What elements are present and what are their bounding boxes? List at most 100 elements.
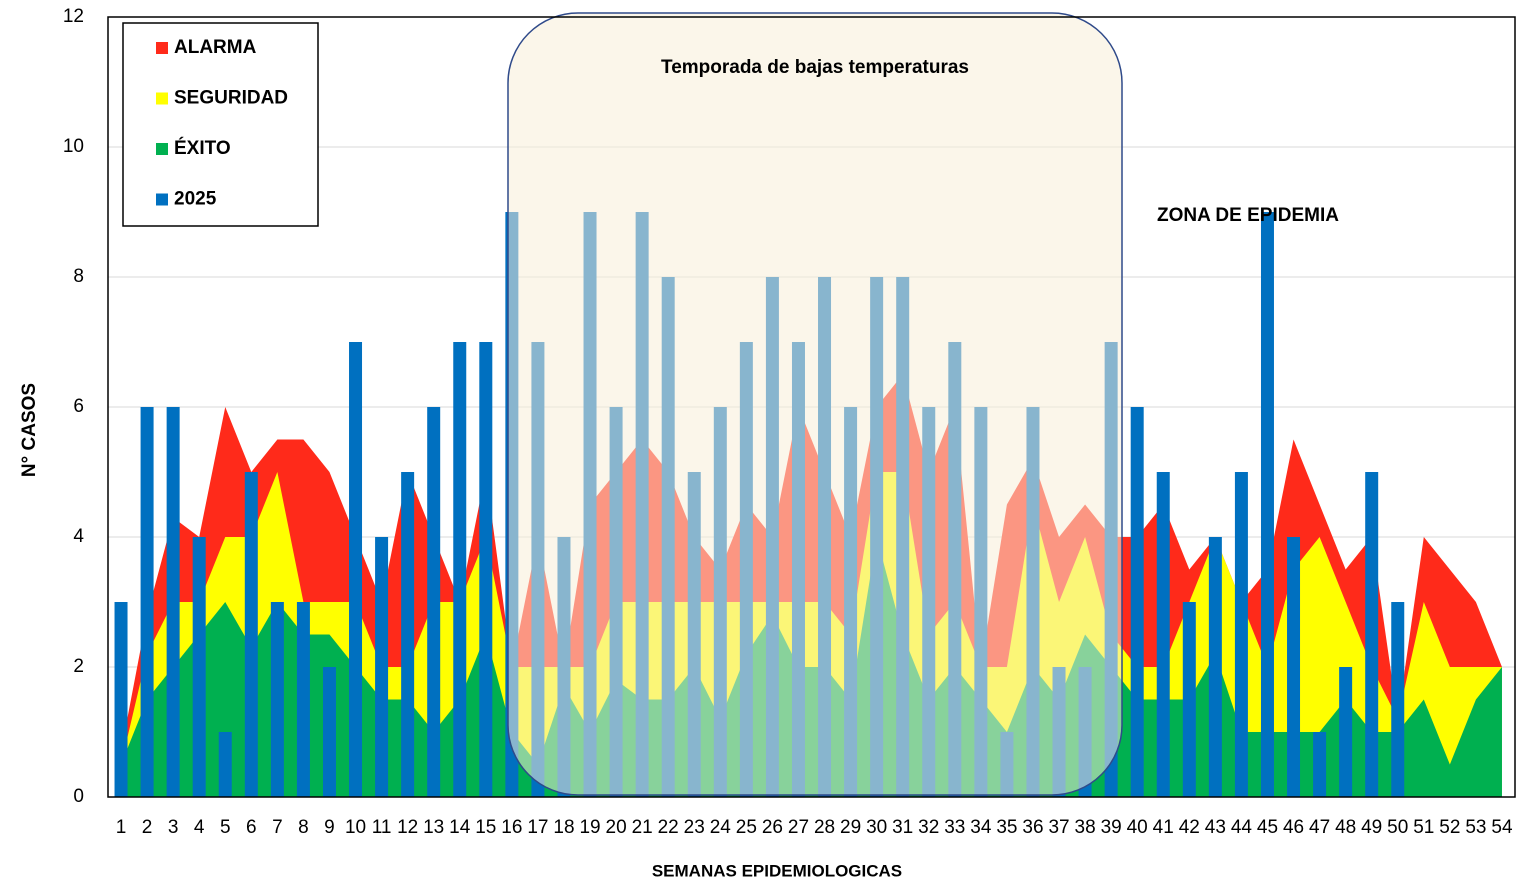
- bar: [296, 602, 310, 797]
- bar: [1234, 472, 1248, 797]
- y-axis-label: N° CASOS: [19, 383, 40, 477]
- x-tick-label: 37: [1048, 817, 1069, 838]
- x-tick-label: 35: [996, 817, 1017, 838]
- x-tick-label: 20: [606, 817, 627, 838]
- season-box: [507, 12, 1123, 796]
- x-tick-label: 18: [553, 817, 574, 838]
- x-tick-label: 34: [970, 817, 992, 838]
- x-tick-label: 54: [1491, 817, 1513, 838]
- x-tick-label: 15: [475, 817, 496, 838]
- x-tick-label: 51: [1413, 817, 1434, 838]
- bar: [401, 472, 415, 797]
- x-tick-label: 50: [1387, 817, 1408, 838]
- bar: [375, 537, 389, 797]
- x-tick-label: 7: [272, 817, 283, 838]
- x-tick-label: 23: [684, 817, 705, 838]
- bar: [218, 732, 232, 797]
- y-tick-label: 12: [63, 6, 84, 27]
- x-tick-label: 32: [918, 817, 939, 838]
- x-tick-label: 47: [1309, 817, 1330, 838]
- bar: [1365, 472, 1379, 797]
- x-tick-label: 25: [736, 817, 757, 838]
- plot-border: [107, 16, 1516, 798]
- legend-swatch: [156, 143, 168, 155]
- x-tick-label: 17: [527, 817, 548, 838]
- x-tick-label: 40: [1127, 817, 1148, 838]
- bar: [322, 667, 336, 797]
- x-tick-label: 6: [246, 817, 257, 838]
- x-tick-label: 22: [658, 817, 679, 838]
- bar: [166, 407, 180, 797]
- legend-swatch: [156, 42, 168, 54]
- bar: [244, 472, 258, 797]
- x-tick-label: 52: [1439, 817, 1460, 838]
- x-tick-label: 4: [194, 817, 205, 838]
- bar: [1130, 407, 1144, 797]
- y-tick-label: 4: [73, 526, 84, 547]
- legend-swatch: [156, 193, 168, 206]
- x-tick-label: 3: [168, 817, 179, 838]
- bar: [1182, 602, 1196, 797]
- epidemic-label: ZONA DE EPIDEMIA: [1157, 205, 1339, 226]
- x-tick-label: 30: [866, 817, 887, 838]
- bar: [270, 602, 284, 797]
- x-tick-label: 26: [762, 817, 783, 838]
- x-tick-label: 33: [944, 817, 965, 838]
- bar: [1260, 212, 1274, 797]
- x-tick-label: 36: [1022, 817, 1043, 838]
- legend-swatch: [156, 92, 168, 105]
- x-tick-label: 5: [220, 817, 231, 838]
- x-tick-label: 38: [1075, 817, 1096, 838]
- x-tick-label: 11: [372, 817, 392, 838]
- x-tick-label: 53: [1465, 817, 1486, 838]
- x-tick-label: 14: [449, 817, 471, 838]
- bar: [1339, 667, 1353, 797]
- x-tick-label: 9: [324, 817, 335, 838]
- x-tick-label: 49: [1361, 817, 1382, 838]
- x-axis-label: SEMANAS EPIDEMIOLOGICAS: [652, 861, 902, 880]
- x-tick-label: 43: [1205, 817, 1226, 838]
- y-tick-label: 2: [73, 656, 84, 677]
- bar: [192, 537, 206, 797]
- bar: [1391, 602, 1405, 797]
- x-tick-label: 12: [397, 817, 418, 838]
- legend-box: [122, 22, 319, 227]
- y-tick-label: 0: [73, 786, 84, 807]
- x-tick-label: 16: [501, 817, 522, 838]
- x-tick-label: 41: [1153, 817, 1174, 838]
- bar: [1208, 537, 1222, 797]
- bar: [114, 602, 128, 797]
- x-tick-label: 39: [1101, 817, 1122, 838]
- bar: [1156, 472, 1170, 797]
- bar: [479, 342, 493, 797]
- bar: [140, 407, 154, 797]
- x-tick-label: 28: [814, 817, 835, 838]
- season-label: Temporada de bajas temperaturas: [661, 57, 969, 78]
- legend-label: 2025: [174, 189, 217, 210]
- x-tick-label: 48: [1335, 817, 1356, 838]
- x-tick-label: 19: [579, 817, 600, 838]
- x-tick-label: 24: [710, 817, 732, 838]
- legend-label: ÉXITO: [174, 137, 231, 159]
- y-tick-label: 8: [73, 266, 84, 287]
- legend-label: ALARMA: [174, 37, 257, 58]
- x-tick-label: 2: [142, 817, 153, 838]
- bar: [1313, 732, 1327, 797]
- y-tick-label: 6: [73, 396, 84, 417]
- x-tick-label: 21: [632, 817, 653, 838]
- x-tick-label: 44: [1231, 817, 1253, 838]
- x-tick-label: 10: [345, 817, 366, 838]
- x-tick-label: 42: [1179, 817, 1200, 838]
- x-tick-label: 31: [892, 817, 913, 838]
- x-tick-label: 45: [1257, 817, 1278, 838]
- legend-label: SEGURIDAD: [174, 88, 288, 109]
- x-tick-label: 8: [298, 817, 309, 838]
- y-tick-label: 10: [63, 136, 84, 157]
- bar: [1287, 537, 1301, 797]
- x-tick-label: 29: [840, 817, 861, 838]
- bar: [349, 342, 363, 797]
- x-tick-label: 46: [1283, 817, 1304, 838]
- x-tick-label: 1: [116, 817, 127, 838]
- bar: [453, 342, 467, 797]
